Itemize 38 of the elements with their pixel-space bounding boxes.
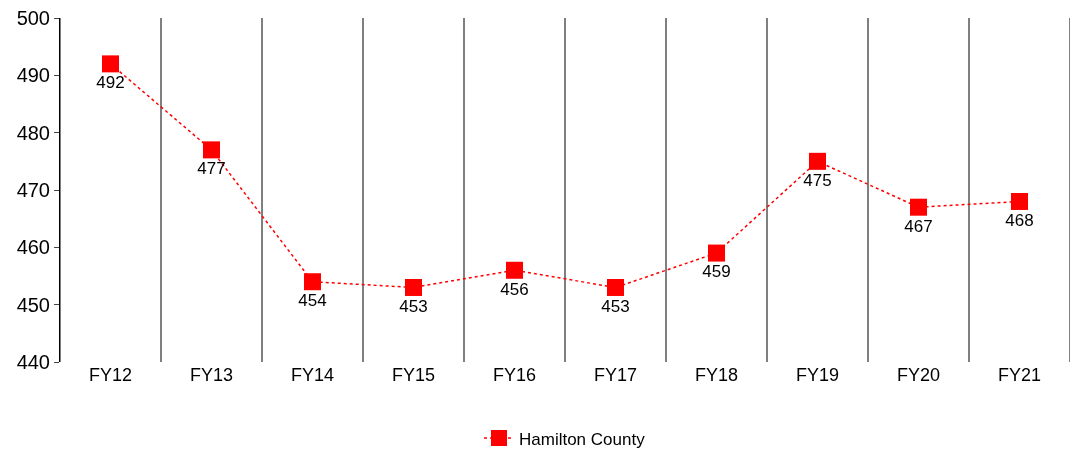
y-tick-label: 440 [16,351,50,373]
point [1011,192,1028,210]
data-label: 492 [96,73,125,93]
data-label: 467 [904,216,933,236]
x-tick-label: FY13 [189,365,234,385]
y-tick-label: 490 [16,64,50,87]
x-tick-label: FY20 [896,365,941,385]
x-tick-label: FY19 [795,365,840,385]
data-label: 475 [803,170,832,190]
data-label: 456 [500,279,529,299]
point [405,278,422,296]
x-tick-label: FY18 [694,365,739,385]
y-tick-label: 460 [16,236,50,259]
data-label: 477 [197,159,226,179]
point [809,152,826,170]
x-tick-label: FY17 [593,365,638,385]
point [102,55,119,73]
x-tick-label: FY12 [88,365,133,385]
point [607,278,624,296]
y-tick-label: 450 [16,293,50,316]
point [203,141,220,159]
x-tick-label: FY14 [290,365,335,385]
legend-label: Hamilton County [519,429,646,449]
point [304,273,321,291]
x-tick-label: FY16 [492,365,537,385]
data-label: 454 [298,291,327,311]
data-label: 453 [601,296,630,316]
point [708,244,725,262]
data-label: 459 [702,262,731,282]
data-label: 453 [399,296,428,316]
x-tick-label: FY15 [391,365,436,385]
y-tick-label: 500 [16,7,50,29]
y-tick-label: 480 [16,121,50,144]
data-label: 468 [1005,210,1034,230]
y-tick-label: 470 [16,179,50,201]
x-tick-label: FY21 [997,365,1042,385]
point [506,261,523,279]
point [910,198,927,216]
